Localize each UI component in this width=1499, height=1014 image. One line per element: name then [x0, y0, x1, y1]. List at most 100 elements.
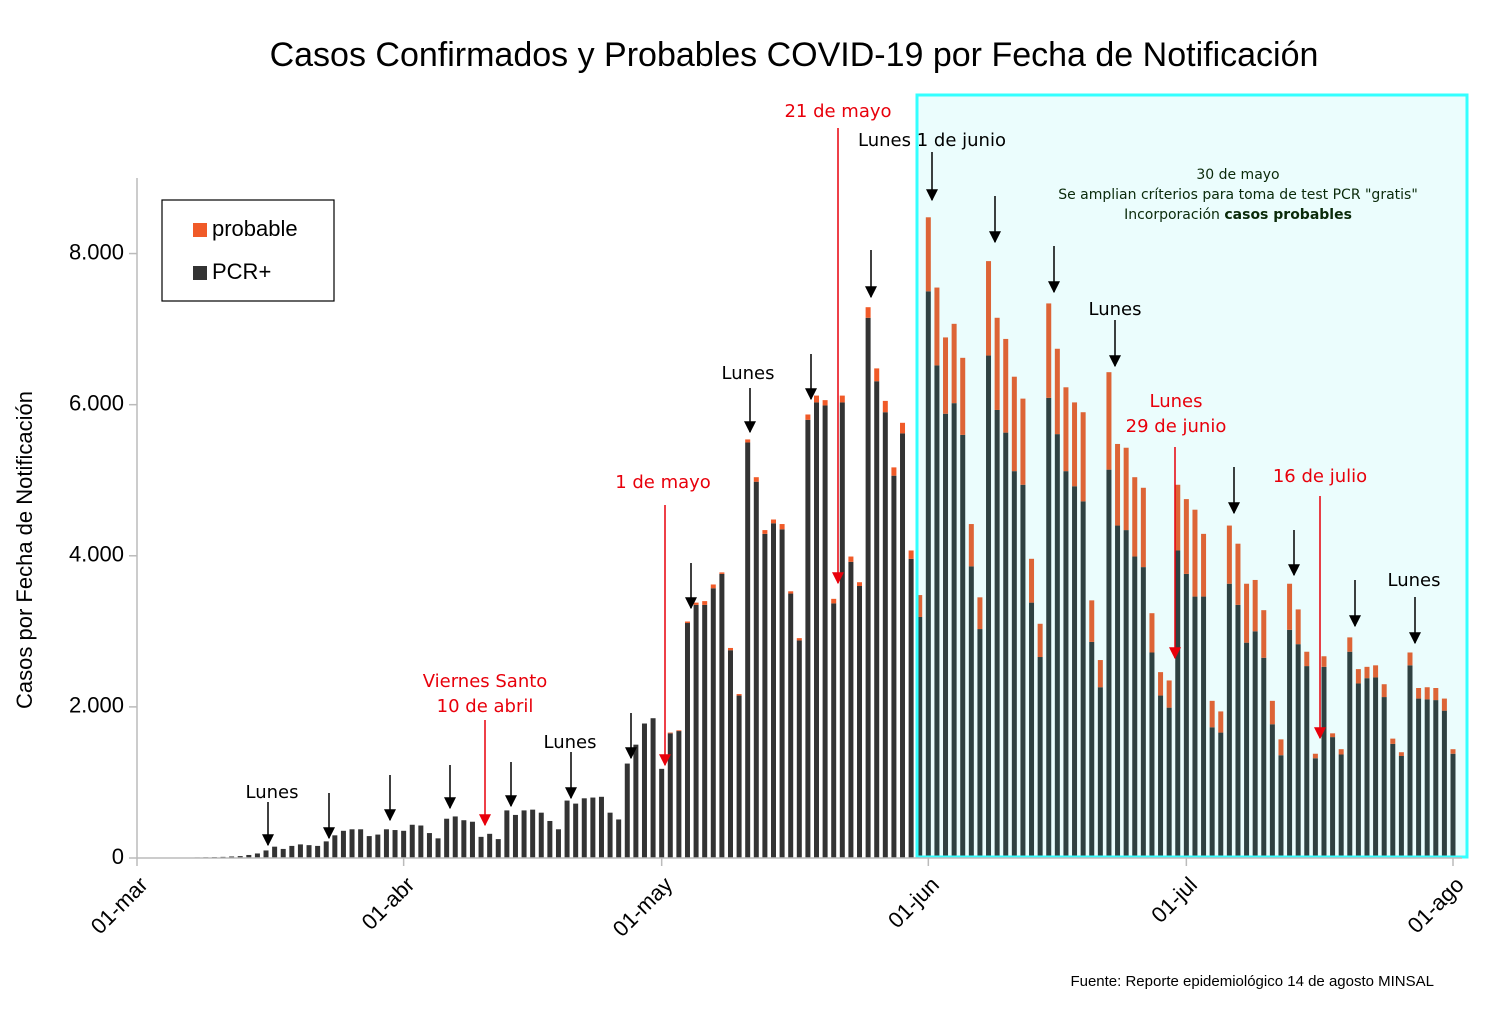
bar [358, 829, 364, 858]
bar [1252, 631, 1258, 858]
bar [1132, 556, 1138, 858]
bar [831, 598, 837, 604]
bar [796, 640, 802, 858]
bar [650, 718, 656, 858]
annotation-text: Lunes [246, 782, 299, 803]
bar [1235, 543, 1241, 605]
bar [1330, 733, 1336, 738]
bar [616, 819, 622, 858]
bar [1278, 755, 1284, 858]
annotation-text: 10 de abril [437, 696, 534, 717]
annotation-text: 1 de mayo [615, 472, 711, 493]
chart-title: Casos Confirmados y Probables COVID-19 p… [270, 36, 1319, 74]
bar [1183, 499, 1189, 574]
bar [297, 844, 303, 858]
bar [1097, 687, 1103, 858]
annotations: Lunes Viernes Santo 10 de abril Lunes 1 de m… [246, 101, 1440, 847]
bar [1244, 642, 1250, 858]
bar [934, 287, 940, 366]
bar [1278, 739, 1284, 756]
source: Fuente: Reporte epidemiológico 14 de ago… [1070, 973, 1434, 990]
bar [512, 814, 518, 858]
bar [340, 830, 346, 858]
bar [779, 524, 785, 530]
bar [676, 730, 682, 732]
bar [960, 434, 966, 858]
annotation-text: 29 de junio [1126, 416, 1227, 437]
bar [1149, 613, 1155, 653]
bar [1149, 652, 1155, 858]
bar [1115, 525, 1121, 858]
bar [1390, 738, 1396, 744]
bar [684, 621, 690, 624]
bar [839, 395, 845, 403]
bar [1416, 698, 1422, 858]
note-line: 30 de mayo [1196, 167, 1279, 183]
bar [693, 602, 699, 605]
bar [1252, 579, 1258, 632]
bar [1269, 700, 1275, 725]
legend-label: probable [212, 216, 298, 241]
bar [401, 830, 407, 858]
y-tick-label: 4.000 [69, 542, 124, 567]
bar [349, 829, 355, 858]
bar [702, 601, 708, 605]
bar [315, 845, 321, 858]
bar [1175, 550, 1181, 858]
bar [1089, 600, 1095, 642]
bar [1011, 376, 1017, 472]
annotation-text: Lunes 1 de junio [858, 130, 1006, 151]
x-tick-label: 01-jun [883, 872, 944, 933]
bar [1269, 724, 1275, 858]
bar [444, 818, 450, 858]
bar [1158, 695, 1164, 858]
y-tick-label: 8.000 [69, 239, 124, 264]
bar [822, 400, 828, 406]
bar [375, 834, 381, 858]
bar [409, 824, 415, 858]
bar [770, 519, 776, 524]
bar [977, 597, 983, 630]
bar [1226, 583, 1232, 858]
bar [1201, 596, 1207, 858]
bar [607, 812, 613, 858]
bar [848, 561, 854, 858]
y-tick-label: 2.000 [69, 693, 124, 718]
note-line: Se amplian críterios para toma de test P… [1058, 187, 1418, 203]
bar [332, 835, 338, 858]
bar [659, 768, 665, 858]
bar [426, 833, 432, 858]
bar [1433, 688, 1439, 701]
bar [1089, 641, 1095, 858]
bar [1132, 477, 1138, 557]
bar [1312, 758, 1318, 858]
bar [1450, 749, 1456, 754]
bar [667, 732, 673, 734]
bar [727, 650, 733, 858]
bar [857, 582, 863, 586]
bar [1373, 677, 1379, 858]
bar [538, 812, 544, 858]
bar [1192, 509, 1198, 597]
bar [383, 829, 389, 858]
bar [521, 810, 527, 858]
y-axis-label: Casos por Fecha de Notificación [12, 391, 37, 709]
bar [1398, 756, 1404, 858]
bar [779, 529, 785, 858]
bar [1441, 710, 1447, 858]
bar [564, 800, 570, 858]
bar [435, 838, 441, 858]
bar [788, 593, 794, 858]
highlight-region [915, 93, 1469, 859]
bar [1261, 610, 1267, 658]
bar [1347, 637, 1353, 652]
bar [392, 830, 398, 858]
bar [1175, 484, 1181, 551]
bar [1347, 651, 1353, 858]
bar [1003, 432, 1009, 858]
legend-swatch [193, 266, 207, 280]
bar [839, 402, 845, 858]
bar [1123, 530, 1129, 858]
bar [710, 588, 716, 858]
bar [762, 530, 768, 534]
